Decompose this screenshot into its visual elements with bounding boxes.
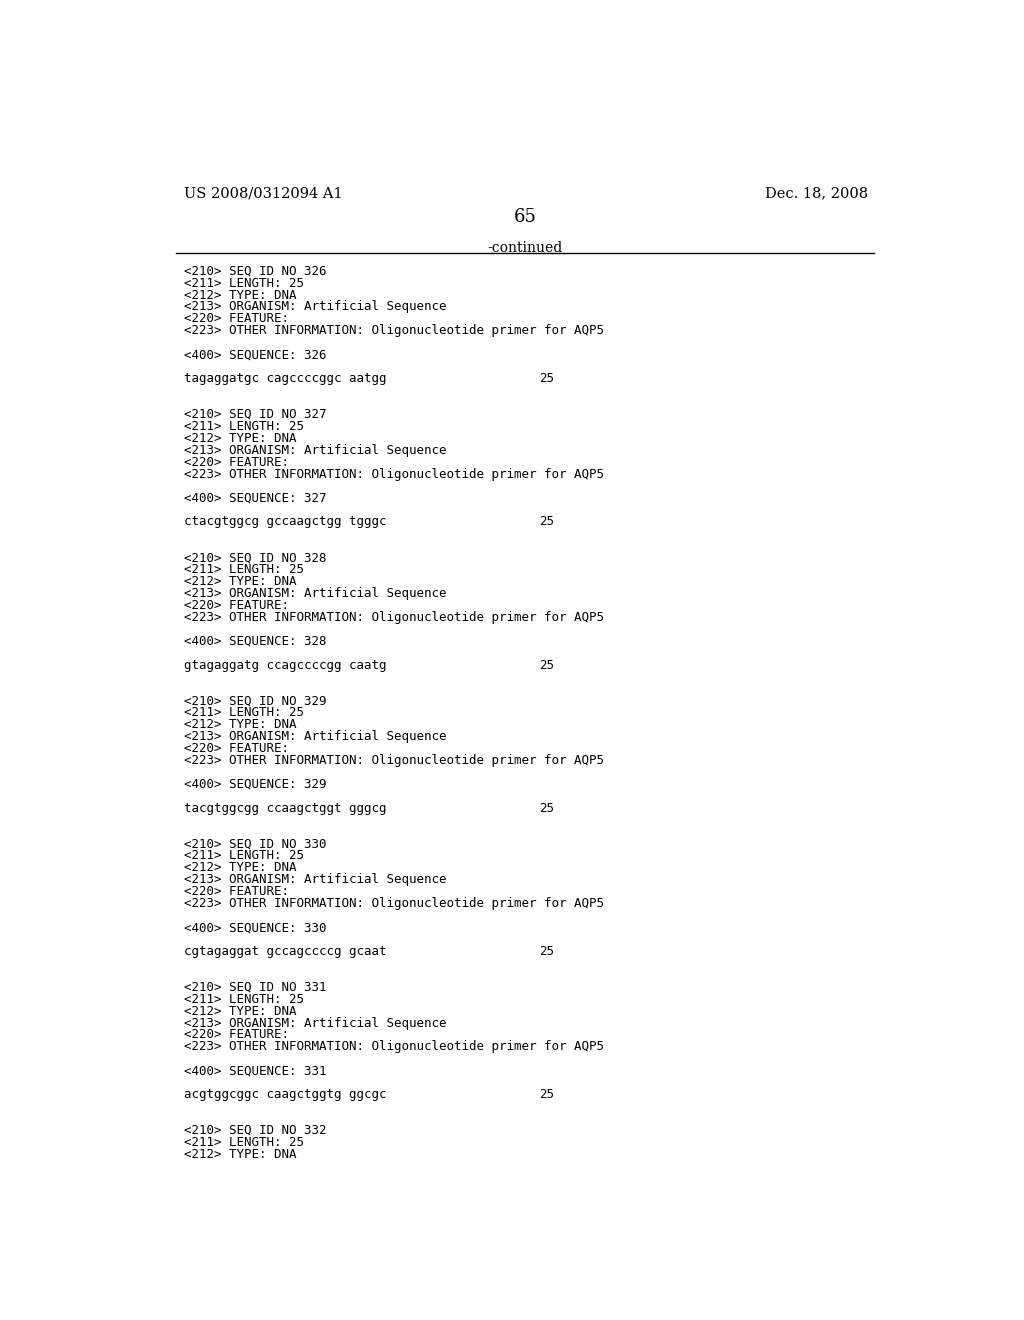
Text: <210> SEQ ID NO 331: <210> SEQ ID NO 331 [183,981,327,994]
Text: <212> TYPE: DNA: <212> TYPE: DNA [183,862,296,874]
Text: <220> FEATURE:: <220> FEATURE: [183,455,289,469]
Text: <220> FEATURE:: <220> FEATURE: [183,742,289,755]
Text: <211> LENGTH: 25: <211> LENGTH: 25 [183,277,304,289]
Text: <400> SEQUENCE: 330: <400> SEQUENCE: 330 [183,921,327,935]
Text: <223> OTHER INFORMATION: Oligonucleotide primer for AQP5: <223> OTHER INFORMATION: Oligonucleotide… [183,325,604,338]
Text: <400> SEQUENCE: 326: <400> SEQUENCE: 326 [183,348,327,362]
Text: <223> OTHER INFORMATION: Oligonucleotide primer for AQP5: <223> OTHER INFORMATION: Oligonucleotide… [183,898,604,911]
Text: <400> SEQUENCE: 331: <400> SEQUENCE: 331 [183,1064,327,1077]
Text: <211> LENGTH: 25: <211> LENGTH: 25 [183,564,304,576]
Text: <213> ORGANISM: Artificial Sequence: <213> ORGANISM: Artificial Sequence [183,444,446,457]
Text: <211> LENGTH: 25: <211> LENGTH: 25 [183,850,304,862]
Text: US 2008/0312094 A1: US 2008/0312094 A1 [183,186,342,201]
Text: <210> SEQ ID NO 330: <210> SEQ ID NO 330 [183,838,327,850]
Text: cgtagaggat gccagccccg gcaat: cgtagaggat gccagccccg gcaat [183,945,386,958]
Text: <220> FEATURE:: <220> FEATURE: [183,313,289,326]
Text: <212> TYPE: DNA: <212> TYPE: DNA [183,576,296,587]
Text: <211> LENGTH: 25: <211> LENGTH: 25 [183,993,304,1006]
Text: tagaggatgc cagccccggc aatgg: tagaggatgc cagccccggc aatgg [183,372,386,385]
Text: <400> SEQUENCE: 327: <400> SEQUENCE: 327 [183,491,327,504]
Text: gtagaggatg ccagccccgg caatg: gtagaggatg ccagccccgg caatg [183,659,386,672]
Text: <400> SEQUENCE: 328: <400> SEQUENCE: 328 [183,635,327,648]
Text: Dec. 18, 2008: Dec. 18, 2008 [765,186,868,201]
Text: <211> LENGTH: 25: <211> LENGTH: 25 [183,706,304,719]
Text: <211> LENGTH: 25: <211> LENGTH: 25 [183,1137,304,1148]
Text: <212> TYPE: DNA: <212> TYPE: DNA [183,718,296,731]
Text: <212> TYPE: DNA: <212> TYPE: DNA [183,1148,296,1160]
Text: 25: 25 [539,1088,554,1101]
Text: <223> OTHER INFORMATION: Oligonucleotide primer for AQP5: <223> OTHER INFORMATION: Oligonucleotide… [183,1040,604,1053]
Text: <223> OTHER INFORMATION: Oligonucleotide primer for AQP5: <223> OTHER INFORMATION: Oligonucleotide… [183,754,604,767]
Text: <220> FEATURE:: <220> FEATURE: [183,886,289,899]
Text: <223> OTHER INFORMATION: Oligonucleotide primer for AQP5: <223> OTHER INFORMATION: Oligonucleotide… [183,467,604,480]
Text: 25: 25 [539,372,554,385]
Text: <213> ORGANISM: Artificial Sequence: <213> ORGANISM: Artificial Sequence [183,874,446,886]
Text: <212> TYPE: DNA: <212> TYPE: DNA [183,289,296,301]
Text: 25: 25 [539,659,554,672]
Text: <213> ORGANISM: Artificial Sequence: <213> ORGANISM: Artificial Sequence [183,301,446,313]
Text: <210> SEQ ID NO 326: <210> SEQ ID NO 326 [183,264,327,277]
Text: <220> FEATURE:: <220> FEATURE: [183,1028,289,1041]
Text: 25: 25 [539,515,554,528]
Text: 65: 65 [513,207,537,226]
Text: <213> ORGANISM: Artificial Sequence: <213> ORGANISM: Artificial Sequence [183,730,446,743]
Text: <220> FEATURE:: <220> FEATURE: [183,599,289,612]
Text: 25: 25 [539,801,554,814]
Text: <210> SEQ ID NO 328: <210> SEQ ID NO 328 [183,552,327,564]
Text: <212> TYPE: DNA: <212> TYPE: DNA [183,1005,296,1018]
Text: ctacgtggcg gccaagctgg tgggc: ctacgtggcg gccaagctgg tgggc [183,515,386,528]
Text: acgtggcggc caagctggtg ggcgc: acgtggcggc caagctggtg ggcgc [183,1088,386,1101]
Text: <213> ORGANISM: Artificial Sequence: <213> ORGANISM: Artificial Sequence [183,1016,446,1030]
Text: <223> OTHER INFORMATION: Oligonucleotide primer for AQP5: <223> OTHER INFORMATION: Oligonucleotide… [183,611,604,624]
Text: <213> ORGANISM: Artificial Sequence: <213> ORGANISM: Artificial Sequence [183,587,446,599]
Text: <210> SEQ ID NO 327: <210> SEQ ID NO 327 [183,408,327,421]
Text: <210> SEQ ID NO 332: <210> SEQ ID NO 332 [183,1125,327,1137]
Text: <400> SEQUENCE: 329: <400> SEQUENCE: 329 [183,777,327,791]
Text: <211> LENGTH: 25: <211> LENGTH: 25 [183,420,304,433]
Text: tacgtggcgg ccaagctggt gggcg: tacgtggcgg ccaagctggt gggcg [183,801,386,814]
Text: <210> SEQ ID NO 329: <210> SEQ ID NO 329 [183,694,327,708]
Text: -continued: -continued [487,240,562,255]
Text: <212> TYPE: DNA: <212> TYPE: DNA [183,432,296,445]
Text: 25: 25 [539,945,554,958]
